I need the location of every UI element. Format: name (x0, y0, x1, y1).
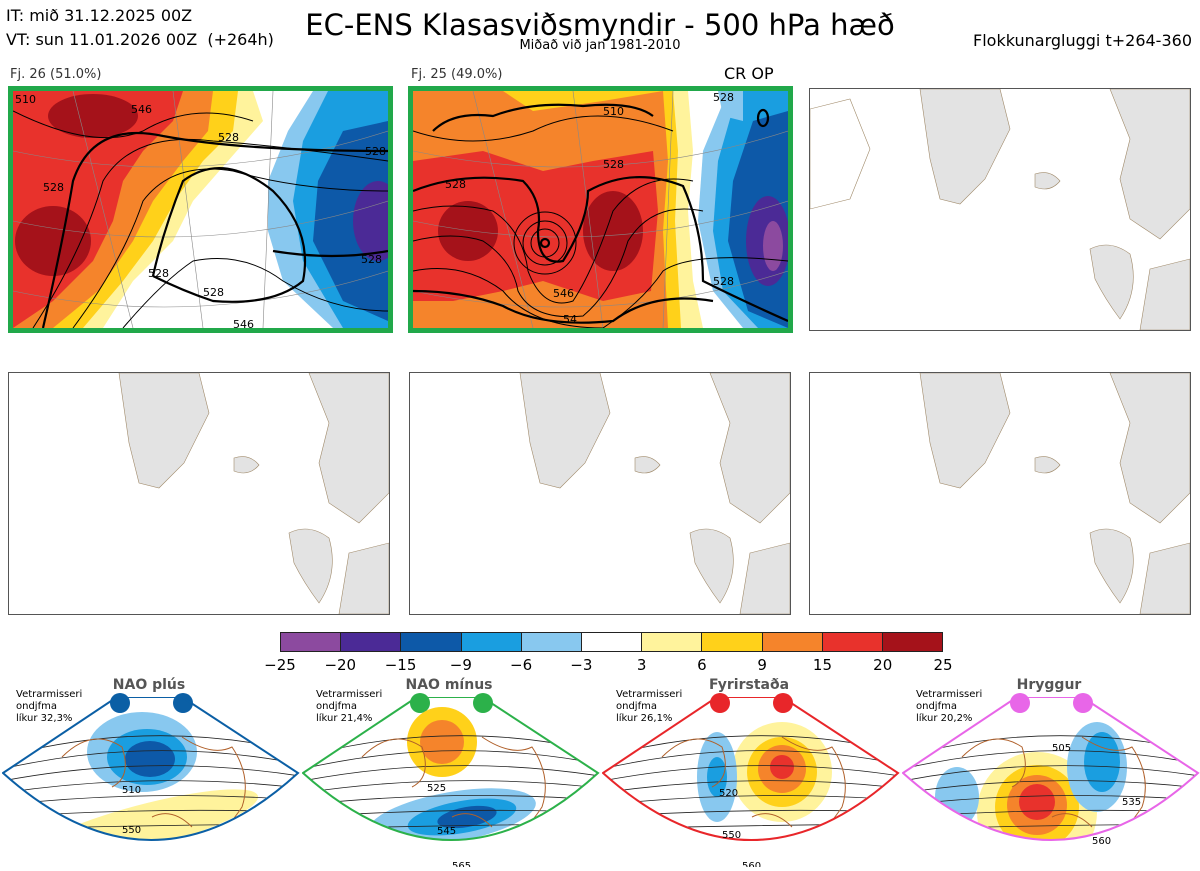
regime-contour-label: 520 (719, 788, 738, 799)
regime-contour-label: 560 (1092, 836, 1111, 847)
clustering-window: Flokkunargluggi t+264-360 (973, 31, 1192, 50)
colorbar-swatch (341, 633, 402, 651)
regime-map: 505 535 560 (902, 697, 1200, 847)
regime-map: 520 550 560 (602, 697, 900, 867)
colorbar-tick-label: −25 (264, 656, 296, 674)
colorbar-tick-label: −6 (510, 656, 533, 674)
cluster-1-anomaly-map: 510 546 528 528 528 528 528 528 546 (13, 91, 388, 328)
colorbar-swatch (822, 633, 883, 651)
cluster-2-anomaly-map: 510 528 528 528 546 528 54 (413, 91, 788, 328)
colorbar (280, 632, 943, 652)
colorbar-tick-label: −15 (384, 656, 417, 674)
cluster-1-map[interactable]: 510 546 528 528 528 528 528 528 546 (8, 86, 393, 333)
empty-map-4 (809, 372, 1191, 615)
regime-probability-note: Vetrarmisseri ondjfma líkur 26,1% (616, 689, 683, 724)
regime-contour-label: 565 (452, 861, 471, 867)
cluster-2-contour-label: 528 (713, 91, 734, 104)
colorbar-swatch (702, 633, 763, 651)
regime-probability-note: Vetrarmisseri ondjfma líkur 20,2% (916, 689, 983, 724)
regime-probability-note: Vetrarmisseri ondjfma líkur 21,4% (316, 689, 383, 724)
regime-title: NAO mínus (405, 677, 493, 693)
regime-contour-label: 550 (722, 830, 741, 841)
colorbar-tick-label: 15 (812, 656, 832, 674)
cluster-2-map[interactable]: 510 528 528 528 546 528 54 (408, 86, 793, 333)
cluster-2-contour-label: 510 (603, 105, 624, 118)
empty-map-1 (809, 88, 1191, 331)
cluster-2-contour-label: 546 (553, 287, 574, 300)
colorbar-tick-label: 6 (697, 656, 707, 674)
cluster-2-contour-label: 54 (563, 313, 577, 326)
colorbar-tick-label: 9 (757, 656, 767, 674)
colorbar-swatch (642, 633, 703, 651)
colorbar-swatch (401, 633, 462, 651)
cluster-1-contour-label: 528 (218, 131, 239, 144)
cluster-2-contour-label: 528 (713, 275, 734, 288)
empty-map-2 (8, 372, 390, 615)
regime-contour-label: 560 (742, 861, 761, 867)
cluster-2-extra: CR OP (724, 64, 774, 83)
colorbar-swatch (281, 633, 342, 651)
regime-title: Fyrirstaða (708, 677, 790, 693)
colorbar-swatch (461, 633, 522, 651)
colorbar-tick-label: −9 (449, 656, 472, 674)
page-subtitle: Miðað við jan 1981-2010 (519, 38, 681, 53)
regime-contour-label: 545 (437, 826, 456, 837)
cluster-1-contour-label: 528 (148, 267, 169, 280)
cluster-1-contour-label: 528 (203, 286, 224, 299)
valid-time: VT: sun 11.01.2026 00Z (+264h) (6, 30, 274, 49)
cluster-1-contour-label: 546 (131, 103, 152, 116)
cluster-2-contour-label: 528 (603, 158, 624, 171)
colorbar-swatch (762, 633, 823, 651)
regime-map: 510 550 (2, 697, 300, 841)
colorbar-swatch (581, 633, 643, 651)
cluster-1-contour-label: 528 (43, 181, 64, 194)
regime-contour-label: 535 (1122, 797, 1141, 808)
cluster-1-label: Fj. 26 (51.0%) (10, 67, 102, 82)
regime-title: NAO plús (112, 677, 186, 693)
regime-map: 525 545 565 (302, 697, 600, 867)
page-title: EC-ENS Klasasviðsmyndir - 500 hPa hæð (305, 8, 895, 42)
colorbar-tick-label: −20 (324, 656, 357, 674)
cluster-2-contour-label: 528 (445, 178, 466, 191)
cluster-2-label: Fj. 25 (49.0%) (411, 67, 503, 82)
colorbar-swatch (882, 633, 943, 651)
colorbar-tick-label: −3 (570, 656, 593, 674)
colorbar-swatch (521, 633, 582, 651)
regime-contour-label: 550 (122, 825, 141, 836)
colorbar-tick-label: 25 (933, 656, 953, 674)
cluster-1-contour-label: 528 (361, 253, 382, 266)
colorbar-tick-label: 20 (873, 656, 893, 674)
cluster-1-contour-label: 510 (15, 93, 36, 106)
regime-probability-note: Vetrarmisseri ondjfma líkur 32,3% (16, 689, 83, 724)
cluster-1-contour-label: 546 (233, 318, 254, 328)
init-time: IT: mið 31.12.2025 00Z (6, 6, 193, 25)
empty-map-3 (409, 372, 791, 615)
regime-contour-label: 510 (122, 785, 141, 796)
cluster-1-contour-label: 528 (365, 145, 386, 158)
regime-contour-label: 505 (1052, 743, 1071, 754)
regime-title: Hryggur (1016, 677, 1082, 693)
colorbar-tick-label: 3 (636, 656, 647, 674)
regime-contour-label: 525 (427, 783, 446, 794)
